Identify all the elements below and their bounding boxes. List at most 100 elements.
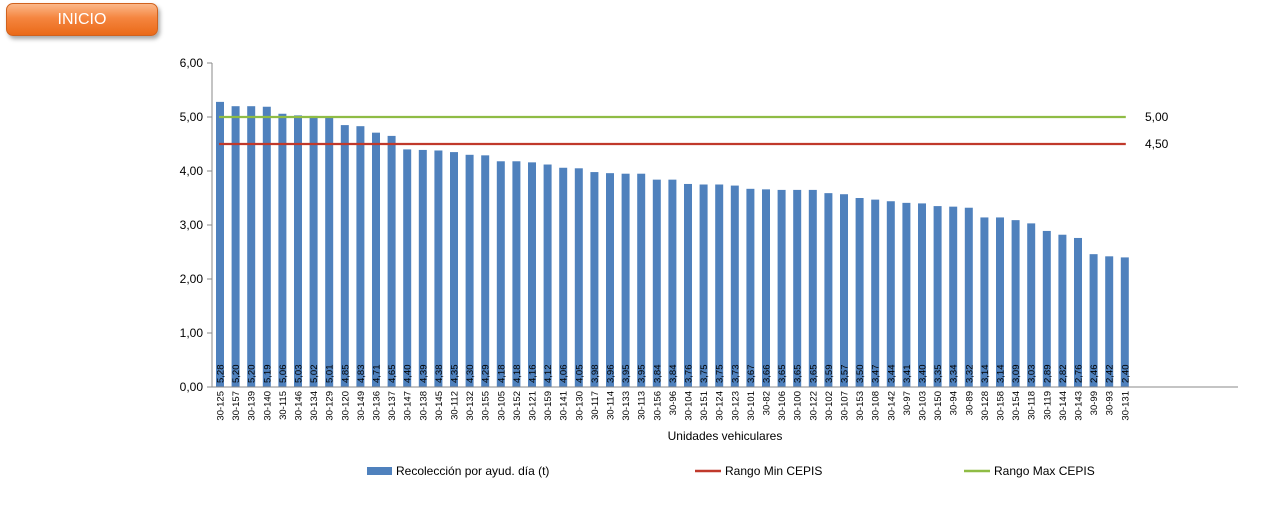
bar-value-label: 3,75 <box>699 365 710 384</box>
bar-value-label: 4,38 <box>434 365 445 384</box>
bar-value-label: 4,83 <box>356 365 367 384</box>
x-tick-label: 30-96 <box>668 391 679 415</box>
bar <box>668 179 677 387</box>
bar <box>278 113 287 387</box>
x-tick-label: 30-151 <box>699 391 710 421</box>
y-tick-label: 5,00 <box>180 110 204 124</box>
x-tick-label: 30-100 <box>793 391 804 421</box>
bar-value-label: 3,03 <box>1027 365 1038 384</box>
x-tick-label: 30-122 <box>808 391 819 421</box>
y-tick-label: 4,00 <box>180 164 204 178</box>
bar <box>777 189 786 387</box>
bar-value-label: 4,40 <box>403 365 414 384</box>
bar-value-label: 3,34 <box>949 365 960 384</box>
bar-value-label: 2,42 <box>1105 365 1116 384</box>
bar <box>699 184 708 387</box>
bar <box>434 150 443 387</box>
x-tick-label: 30-123 <box>730 391 741 421</box>
legend-label-min: Rango Min CEPIS <box>725 464 822 478</box>
bar <box>543 164 552 387</box>
x-tick-label: 30-146 <box>294 391 305 421</box>
bar-value-label: 3,76 <box>684 365 695 384</box>
bar-value-label: 3,84 <box>668 365 679 384</box>
x-tick-label: 30-138 <box>418 391 429 421</box>
x-tick-label: 30-147 <box>403 391 414 421</box>
bar <box>933 206 942 387</box>
x-tick-label: 30-93 <box>1105 391 1116 415</box>
bar <box>309 115 318 388</box>
x-tick-label: 30-97 <box>902 391 913 415</box>
bar <box>949 206 958 387</box>
x-tick-label: 30-113 <box>637 391 648 420</box>
x-tick-label: 30-152 <box>512 391 523 421</box>
bar-value-label: 3,67 <box>746 365 757 384</box>
x-tick-label: 30-137 <box>387 391 398 421</box>
x-tick-label: 30-107 <box>840 391 851 421</box>
x-tick-label: 30-158 <box>996 391 1007 421</box>
x-tick-label: 30-128 <box>980 391 991 421</box>
x-tick-label: 30-82 <box>762 391 773 415</box>
bar <box>1089 254 1098 387</box>
x-tick-label: 30-130 <box>574 391 585 421</box>
bar-value-label: 2,76 <box>1074 365 1085 384</box>
bar <box>637 173 646 387</box>
bar <box>403 149 412 387</box>
bar-value-label: 2,40 <box>1120 365 1131 384</box>
x-tick-label: 30-141 <box>559 391 570 421</box>
bar-value-label: 5,03 <box>294 365 305 384</box>
x-tick-label: 30-140 <box>262 391 273 421</box>
bar-value-label: 3,40 <box>918 365 929 384</box>
bar <box>715 184 724 387</box>
y-tick-label: 3,00 <box>180 218 204 232</box>
x-tick-label: 30-131 <box>1120 391 1131 421</box>
bar <box>512 161 521 387</box>
bar-value-label: 3,09 <box>1011 365 1022 384</box>
x-tick-label: 30-114 <box>606 391 617 420</box>
bar-value-label: 3,98 <box>590 365 601 384</box>
bar-value-label: 2,82 <box>1058 365 1069 384</box>
bar-value-label: 4,85 <box>340 365 351 384</box>
bar-value-label: 4,06 <box>559 365 570 384</box>
bar <box>231 106 240 387</box>
x-tick-label: 30-142 <box>886 391 897 421</box>
x-tick-label: 30-121 <box>528 391 539 421</box>
bar <box>294 115 302 387</box>
x-tick-label: 30-117 <box>590 391 601 420</box>
x-tick-label: 30-102 <box>824 391 835 421</box>
legend-swatch-bars <box>367 467 392 475</box>
bar <box>356 126 365 388</box>
bar <box>559 167 568 387</box>
bar <box>1011 220 1020 387</box>
bar <box>746 188 755 387</box>
bar <box>590 172 599 387</box>
bar-value-label: 5,19 <box>262 365 273 384</box>
x-tick-label: 30-89 <box>964 391 975 415</box>
inicio-button[interactable]: INICIO <box>6 3 158 36</box>
bar-value-label: 3,50 <box>855 365 866 384</box>
x-tick-label: 30-155 <box>481 391 492 421</box>
bar-value-label: 3,59 <box>824 365 835 384</box>
bar-value-label: 2,89 <box>1042 365 1053 384</box>
x-tick-label: 30-103 <box>918 391 929 421</box>
x-tick-label: 30-125 <box>216 391 227 421</box>
bar <box>871 199 880 387</box>
bar-value-label: 5,20 <box>231 365 242 384</box>
y-tick-label: 2,00 <box>180 272 204 286</box>
bar-value-label: 3,35 <box>933 365 944 384</box>
y-tick-label: 1,00 <box>180 326 204 340</box>
bar-value-label: 4,71 <box>372 365 383 384</box>
bar-value-label: 3,65 <box>808 365 819 384</box>
bar <box>372 132 380 387</box>
bar <box>652 179 661 387</box>
legend-label-max: Rango Max CEPIS <box>994 464 1095 478</box>
bar <box>808 189 817 387</box>
bar <box>1058 234 1067 387</box>
x-tick-label: 30-153 <box>855 391 866 421</box>
bar <box>886 201 895 387</box>
x-tick-label: 30-120 <box>340 391 351 421</box>
x-tick-label: 30-139 <box>247 391 258 421</box>
bar-value-label: 3,95 <box>637 365 648 384</box>
bar-value-label: 5,01 <box>325 365 336 384</box>
bar-value-label: 3,65 <box>777 365 788 384</box>
